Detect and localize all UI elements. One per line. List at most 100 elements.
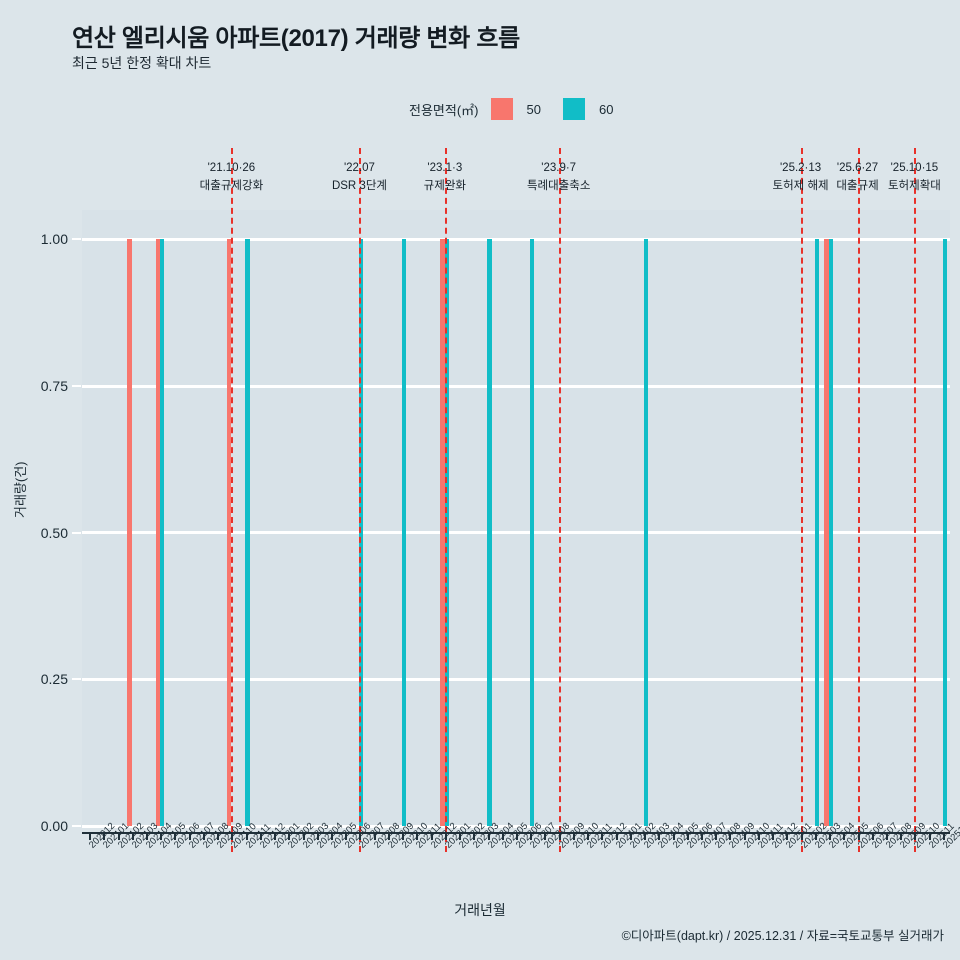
event-date: '25.6·27 (836, 162, 879, 174)
bar-50-202105[interactable] (155, 239, 160, 826)
x-tick-mark (160, 832, 163, 840)
x-tick-mark (843, 832, 846, 840)
bar-60-202504[interactable] (828, 239, 834, 826)
x-tick-mark (700, 832, 703, 840)
x-tick-mark (658, 832, 661, 840)
x-tick-mark (743, 832, 746, 840)
bar-60-202403[interactable] (643, 239, 649, 826)
x-tick-mark (914, 832, 917, 840)
event-line-202207 (359, 148, 362, 852)
y-tick-mark (72, 238, 81, 241)
x-tick-mark (871, 832, 874, 840)
x-tick-mark (516, 832, 518, 840)
bar-60-202111[interactable] (245, 239, 250, 826)
y-tick-mark (72, 531, 81, 534)
event-label: 토허제확대 (887, 179, 941, 192)
x-tick-mark (231, 832, 234, 840)
event-annotation-202502: '25.2·13 토허제 해제 (773, 160, 829, 196)
legend-item-50[interactable]: 50 (490, 98, 563, 120)
event-line-202506 (857, 148, 860, 852)
bar-50-202110[interactable] (226, 239, 232, 826)
event-date: '23.1·3 (427, 162, 463, 174)
legend-swatch-50 (490, 98, 513, 120)
x-axis-title: 거래년월 (454, 902, 506, 918)
gridline (82, 531, 950, 535)
page-title: 연산 엘리시움 아파트(2017) 거래량 변화 흐름 (72, 25, 520, 52)
x-tick-mark (644, 832, 647, 840)
bar-60-202210[interactable] (401, 239, 407, 826)
event-label: 규제완화 (423, 179, 467, 192)
x-tick-mark (316, 832, 319, 840)
legend-label-60: 60 (598, 101, 614, 117)
x-tick-mark (601, 832, 604, 840)
bar-60-202307[interactable] (529, 239, 535, 826)
gridline (82, 384, 950, 388)
event-line-202301 (444, 148, 447, 852)
x-tick-mark (444, 832, 447, 840)
x-tick-mark (89, 832, 92, 840)
bar-50-202301[interactable] (440, 239, 445, 826)
bar-60-202512[interactable] (942, 239, 947, 826)
x-tick-mark (544, 832, 547, 840)
x-tick-mark (501, 832, 504, 840)
y-tick-label: 0.25 (40, 671, 68, 688)
x-tick-mark (430, 832, 433, 840)
event-line-202309 (558, 148, 561, 852)
x-tick-mark (117, 832, 120, 840)
y-tick-label: 0.00 (40, 818, 68, 834)
legend-swatch-60 (562, 98, 585, 120)
x-tick-mark (686, 832, 689, 840)
x-tick-mark (202, 832, 205, 840)
x-tick-mark (373, 832, 376, 840)
bar-60-202105[interactable] (159, 239, 165, 826)
x-tick-mark (587, 832, 590, 840)
x-tick-mark (558, 832, 561, 840)
x-tick-mark (772, 832, 775, 840)
page-subtitle: 최근 5년 한정 확대 차트 (72, 55, 212, 71)
event-label: 대출규제 (836, 179, 879, 192)
event-line-202502 (800, 148, 803, 852)
x-tick-mark (729, 832, 732, 840)
x-tick-mark (487, 832, 490, 840)
bar-60-202503[interactable] (814, 239, 819, 826)
y-tick-mark (72, 825, 81, 827)
x-tick-mark (402, 832, 405, 840)
gridline (82, 824, 950, 828)
gridline (82, 237, 950, 241)
y-tick-mark (72, 678, 81, 681)
x-tick-mark (131, 832, 134, 840)
x-tick-mark (786, 832, 789, 840)
x-tick-mark (572, 832, 575, 840)
x-tick-mark (900, 832, 903, 840)
event-line-202110 (231, 148, 234, 852)
event-label: 대출규제강화 (199, 179, 264, 192)
event-date: '22.07 (343, 162, 375, 174)
x-tick-mark (672, 832, 675, 840)
event-date: '23.9·7 (541, 162, 577, 174)
x-tick-mark (387, 832, 390, 840)
x-tick-mark (530, 832, 533, 840)
event-annotation-202506: '25.6·27 대출규제 (836, 160, 878, 196)
x-tick-mark (302, 832, 305, 840)
x-tick-mark (857, 832, 860, 840)
event-date: '25.10·15 (890, 162, 939, 174)
x-tick-mark (715, 832, 718, 840)
legend-item-60[interactable]: 60 (562, 98, 635, 120)
y-tick-label: 0.75 (40, 378, 68, 394)
x-tick-mark (274, 832, 277, 840)
x-tick-mark (928, 832, 931, 840)
bar-50-202103[interactable] (127, 239, 132, 826)
x-tick-mark (800, 832, 803, 840)
event-annotation-202301: '23.1·3 규제완화 (424, 160, 466, 196)
x-tick-mark (331, 832, 334, 840)
event-label: DSR 3단계 (331, 179, 387, 192)
y-tick-mark (72, 385, 81, 387)
bar-50-202504[interactable] (824, 239, 829, 826)
bar-60-202304[interactable] (487, 239, 492, 826)
event-line-202510 (914, 148, 917, 852)
x-tick-mark (416, 832, 419, 840)
event-label: 토허제 해제 (772, 179, 829, 192)
x-tick-mark (829, 832, 832, 840)
legend-title: 전용면적(㎡) (409, 102, 479, 118)
